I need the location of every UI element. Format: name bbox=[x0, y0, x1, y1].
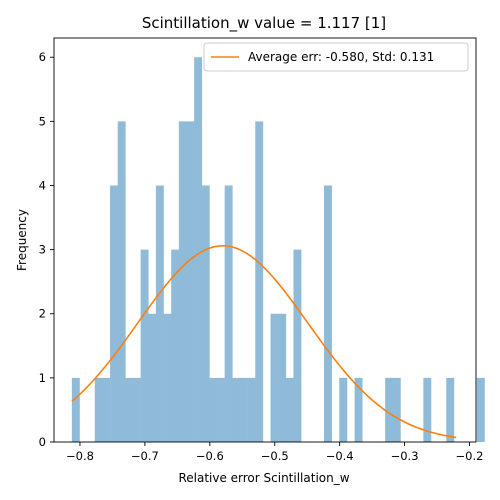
histogram-bar bbox=[186, 121, 195, 443]
x-axis-label: Relative error Scintillation_w bbox=[178, 471, 349, 485]
histogram-bar bbox=[117, 121, 126, 443]
histogram-bar bbox=[293, 249, 302, 442]
histogram-bar bbox=[232, 377, 241, 442]
x-tick-label: −0.2 bbox=[456, 449, 484, 463]
histogram-bar bbox=[278, 313, 287, 442]
x-tick-label: −0.5 bbox=[261, 449, 289, 463]
legend: Average err: -0.580, Std: 0.131 bbox=[203, 42, 469, 72]
y-tick-label: 1 bbox=[39, 371, 46, 385]
y-tick-label: 0 bbox=[39, 435, 46, 449]
histogram-bar bbox=[224, 185, 233, 443]
chart-title: Scintillation_w value = 1.117 [1] bbox=[142, 14, 386, 33]
histogram-bar bbox=[209, 377, 218, 442]
x-tick-label: −0.4 bbox=[326, 449, 354, 463]
legend-box bbox=[203, 42, 469, 72]
x-tick-label: −0.3 bbox=[391, 449, 419, 463]
histogram-bar bbox=[171, 249, 180, 442]
histogram-bar bbox=[385, 377, 394, 442]
histogram-bar bbox=[324, 185, 332, 443]
fit-curve-line bbox=[71, 244, 457, 439]
histogram-bar bbox=[110, 185, 118, 443]
histogram-bar bbox=[194, 57, 203, 443]
x-tick-label: −0.8 bbox=[66, 449, 94, 463]
histogram-bar bbox=[140, 249, 149, 442]
histogram-bar bbox=[476, 377, 485, 442]
x-tick-label: −0.6 bbox=[196, 449, 224, 463]
histogram-bar bbox=[125, 377, 134, 442]
histogram-bar bbox=[285, 377, 294, 442]
histogram-bar bbox=[255, 121, 264, 443]
histogram-bar bbox=[201, 185, 210, 443]
y-axis-label: Frequency bbox=[15, 209, 29, 271]
y-tick-label: 5 bbox=[39, 114, 46, 128]
legend-label: Average err: -0.580, Std: 0.131 bbox=[248, 50, 434, 64]
histogram-bar bbox=[239, 377, 248, 442]
histogram-bar bbox=[217, 377, 225, 442]
y-tick-label: 2 bbox=[39, 307, 46, 321]
histogram-bar bbox=[339, 377, 348, 442]
plot-area bbox=[53, 37, 485, 443]
histogram-bar bbox=[392, 377, 401, 442]
histogram-bar bbox=[132, 377, 141, 442]
x-axis-ticks: −0.8 −0.7 −0.6 −0.5 −0.4 −0.3 −0.2 bbox=[66, 442, 483, 463]
histogram-bar bbox=[446, 377, 455, 442]
histogram-bar bbox=[178, 121, 187, 443]
histogram-bar bbox=[423, 377, 432, 442]
x-tick-label: −0.7 bbox=[131, 449, 159, 463]
y-tick-label: 4 bbox=[39, 178, 46, 192]
histogram-bar bbox=[155, 185, 164, 443]
histogram-bar bbox=[354, 377, 363, 442]
histogram-bar bbox=[148, 313, 157, 442]
histogram-bar bbox=[270, 313, 279, 442]
histogram-bar bbox=[94, 377, 103, 442]
y-tick-label: 6 bbox=[39, 50, 46, 64]
axes-frame bbox=[53, 37, 477, 443]
y-axis-ticks: 0 1 2 3 4 5 6 bbox=[39, 50, 54, 449]
y-tick-label: 3 bbox=[39, 243, 46, 257]
histogram-bar bbox=[163, 313, 172, 442]
histogram-bar bbox=[102, 377, 111, 442]
histogram-bar bbox=[247, 377, 256, 442]
histogram-bar bbox=[71, 377, 80, 442]
